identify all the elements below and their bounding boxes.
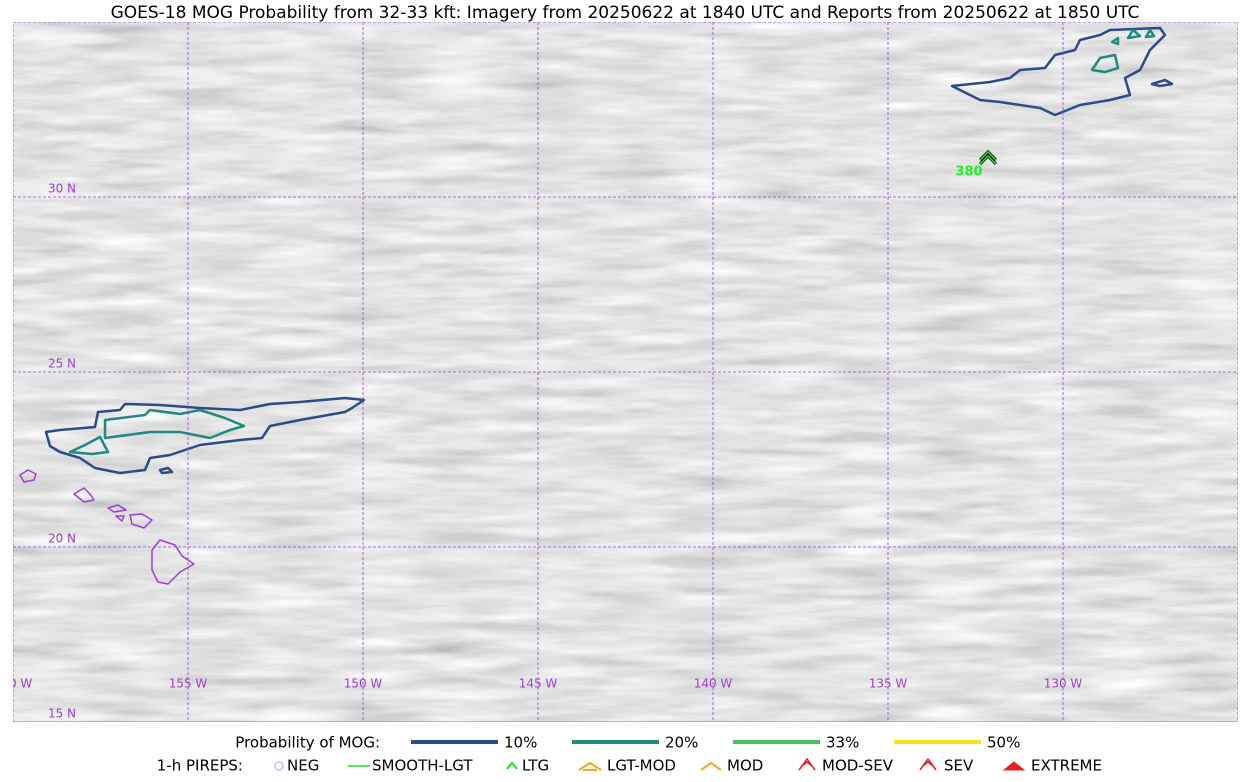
legend-label: 50% <box>987 734 1020 752</box>
lon-label: 135 W <box>869 677 908 691</box>
contours <box>19 26 1174 585</box>
graticule: 160 W 155 W 150 W 145 W 140 W 135 W 130 W 30 N 2… <box>0 22 1238 722</box>
lon-label: 140 W <box>694 677 733 691</box>
pirep-icon <box>700 761 722 771</box>
pirep-icon <box>1002 761 1026 771</box>
lon-label: 155 W <box>169 677 208 691</box>
legend-label: SMOOTH-LGT <box>372 757 473 775</box>
lon-label: 145 W <box>519 677 558 691</box>
legend-label: MOD <box>727 757 763 775</box>
title: GOES-18 MOG Probability from 32-33 kft: … <box>111 3 1140 23</box>
legend-label: 20% <box>665 734 698 752</box>
pirep-icon <box>506 761 518 770</box>
legend-label: LTG <box>522 757 549 775</box>
lon-label: 160 W <box>0 677 32 691</box>
pirep-icon <box>798 757 816 771</box>
lat-label: 30 N <box>48 182 76 196</box>
map: 160 W 155 W 150 W 145 W 140 W 135 W 130 W 30 N 2… <box>0 22 1238 722</box>
pireps: 380 <box>955 149 998 180</box>
pirep-icon <box>274 761 284 771</box>
legend-label: NEG <box>287 757 319 775</box>
lat-label: 25 N <box>48 357 76 371</box>
lat-label: 15 N <box>48 707 76 721</box>
legend-label: SEV <box>944 757 974 775</box>
ltg-icon <box>979 150 997 165</box>
legend-title: Probability of MOG: <box>235 734 380 752</box>
legend-label: MOD-SEV <box>822 757 894 775</box>
pirep-icon <box>578 761 602 771</box>
lat-label: 20 N <box>48 532 76 546</box>
legend-label: 10% <box>504 734 537 752</box>
legend-title: 1-h PIREPS: <box>157 757 243 775</box>
legend-label: LGT-MOD <box>607 757 676 775</box>
pirep-icon <box>919 757 937 771</box>
legend-label: EXTREME <box>1031 757 1102 775</box>
legend: Probability of MOG: 10% 20% 33% 50% 1-h PIREP… <box>157 734 1102 775</box>
lon-label: 130 W <box>1044 677 1083 691</box>
report-label: 380 <box>955 165 982 180</box>
legend-label: 33% <box>826 734 859 752</box>
lon-label: 150 W <box>344 677 383 691</box>
